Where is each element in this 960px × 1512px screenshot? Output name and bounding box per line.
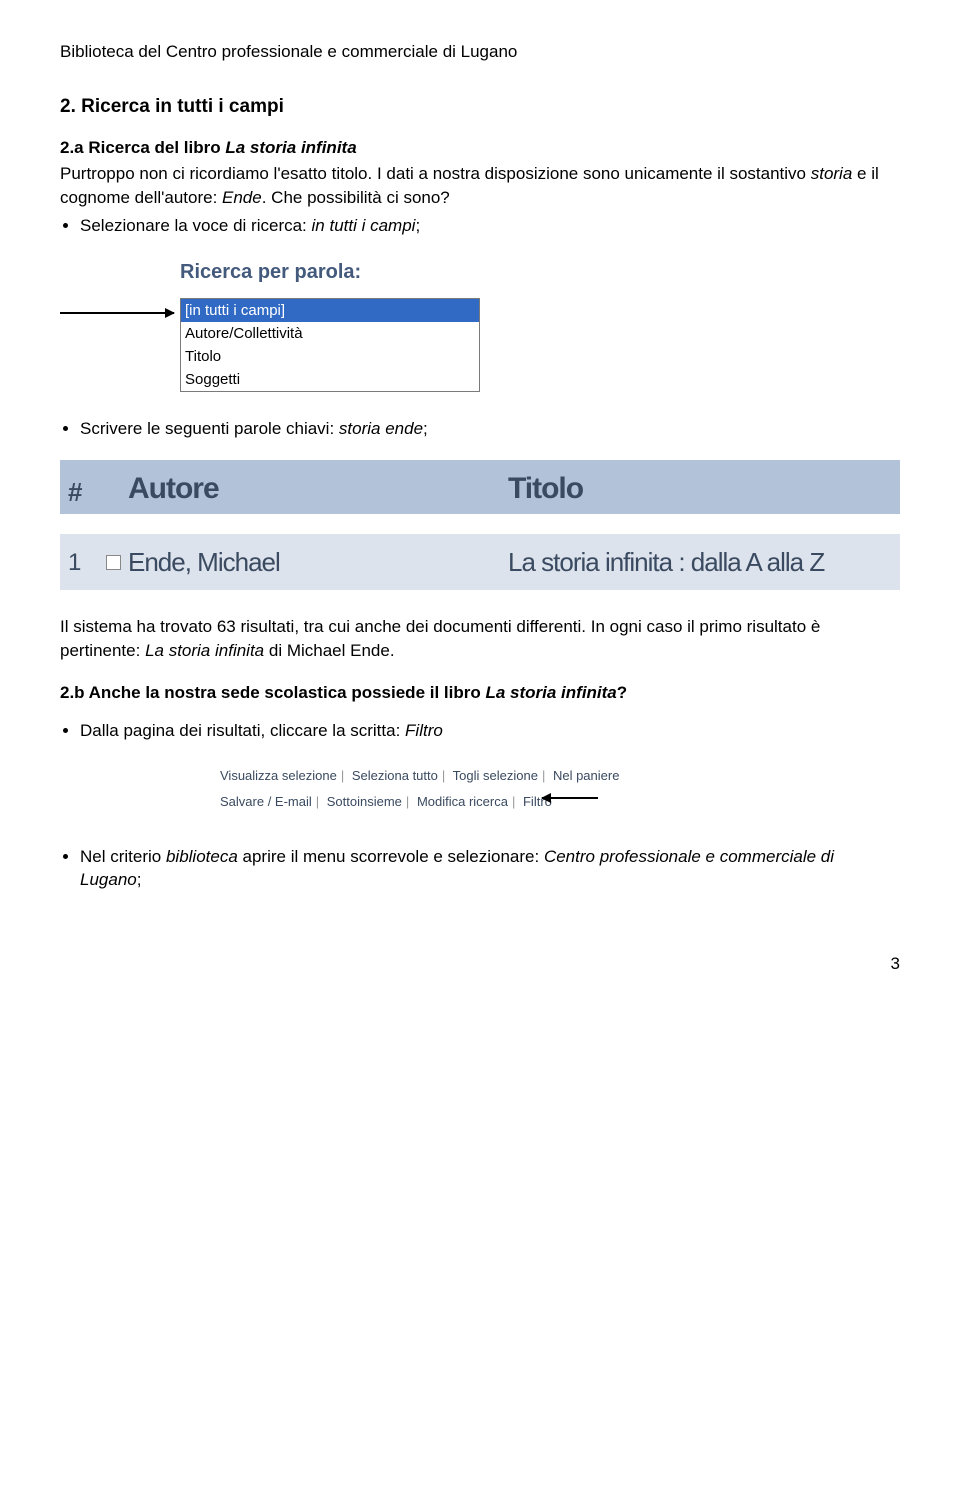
results-table-screenshot: # Autore Titolo 1 Ende, Michael La stori… bbox=[60, 460, 900, 590]
link-view-selection[interactable]: Visualizza selezione bbox=[220, 768, 337, 783]
paragraph-results: Il sistema ha trovato 63 risultati, tra … bbox=[60, 615, 900, 663]
b3-prefix: Dalla pagina dei risultati, cliccare la … bbox=[80, 721, 405, 740]
para1-end: . Che possibilità ci sono? bbox=[262, 188, 450, 207]
link-remove-selection[interactable]: Togli selezione bbox=[453, 768, 538, 783]
document-header: Biblioteca del Centro professionale e co… bbox=[60, 40, 900, 64]
para2-it: La storia infinita bbox=[145, 641, 264, 660]
dropdown-listbox[interactable]: [in tutti i campi] Autore/Collettività T… bbox=[180, 298, 480, 392]
para1-it2: Ende bbox=[222, 188, 262, 207]
dropdown-label: Ricerca per parola: bbox=[180, 258, 480, 286]
para2-b: di Michael Ende. bbox=[264, 641, 394, 660]
b4-b: aprire il menu scorrevole e selezionare: bbox=[238, 847, 544, 866]
b2-prefix: Scrivere le seguenti parole chiavi: bbox=[80, 419, 339, 438]
table-row[interactable]: 1 Ende, Michael La storia infinita : dal… bbox=[60, 534, 900, 590]
link-select-all[interactable]: Seleziona tutto bbox=[352, 768, 438, 783]
link-subset[interactable]: Sottoinsieme bbox=[327, 794, 402, 809]
col-title-header: Titolo bbox=[508, 468, 900, 510]
b1-suffix: ; bbox=[415, 216, 420, 235]
b1-prefix: Selezionare la voce di ricerca: bbox=[80, 216, 312, 235]
page-number: 3 bbox=[60, 952, 900, 976]
b2-italic: storia ende bbox=[339, 419, 423, 438]
sub-a-italic: La storia infinita bbox=[225, 138, 356, 157]
link-in-basket[interactable]: Nel paniere bbox=[553, 768, 620, 783]
filter-links-screenshot: Visualizza selezione| Seleziona tutto| T… bbox=[220, 763, 740, 815]
bullet-write-keywords: Scrivere le seguenti parole chiavi: stor… bbox=[80, 417, 900, 441]
sub-a-prefix: 2.a Ricerca del libro bbox=[60, 138, 225, 157]
bullet-click-filter: Dalla pagina dei risultati, cliccare la … bbox=[80, 719, 900, 743]
row-title: La storia infinita : dalla A alla Z bbox=[508, 544, 900, 580]
arrow-to-filter-icon bbox=[542, 797, 598, 799]
col-author-header: Autore bbox=[128, 468, 508, 510]
sub-b-italic: La storia infinita bbox=[485, 683, 616, 702]
row-author: Ende, Michael bbox=[128, 544, 508, 580]
para1-a: Purtroppo non ci ricordiamo l'esatto tit… bbox=[60, 164, 811, 183]
link-modify-search[interactable]: Modifica ricerca bbox=[417, 794, 508, 809]
dropdown-option-author[interactable]: Autore/Collettività bbox=[181, 322, 479, 345]
subsection-2b-title: 2.b Anche la nostra sede scolastica poss… bbox=[60, 681, 900, 705]
b4-it1: biblioteca bbox=[166, 847, 238, 866]
b3-italic: Filtro bbox=[405, 721, 443, 740]
paragraph-1: Purtroppo non ci ricordiamo l'esatto tit… bbox=[60, 162, 900, 210]
dropdown-option-title[interactable]: Titolo bbox=[181, 345, 479, 368]
section-title: 2. Ricerca in tutti i campi bbox=[60, 94, 900, 121]
sub-b-suffix: ? bbox=[617, 683, 627, 702]
subsection-2a-title: 2.a Ricerca del libro La storia infinita bbox=[60, 136, 900, 160]
b1-italic: in tutti i campi bbox=[312, 216, 416, 235]
b4-a: Nel criterio bbox=[80, 847, 166, 866]
b4-c: ; bbox=[137, 870, 142, 889]
bullet-open-library-menu: Nel criterio biblioteca aprire il menu s… bbox=[80, 845, 900, 893]
sub-b-prefix: 2.b Anche la nostra sede scolastica poss… bbox=[60, 683, 485, 702]
row-checkbox[interactable] bbox=[98, 555, 128, 570]
dropdown-option-subjects[interactable]: Soggetti bbox=[181, 368, 479, 391]
bullet-select-voice: Selezionare la voce di ricerca: in tutti… bbox=[80, 214, 900, 238]
row-number: 1 bbox=[60, 546, 98, 580]
b2-suffix: ; bbox=[423, 419, 428, 438]
search-dropdown-screenshot: Ricerca per parola: [in tutti i campi] A… bbox=[180, 258, 480, 392]
arrow-to-dropdown-icon bbox=[60, 312, 174, 314]
table-header-row: # Autore Titolo bbox=[60, 460, 900, 514]
dropdown-option-all-fields[interactable]: [in tutti i campi] bbox=[181, 299, 479, 322]
para1-it1: storia bbox=[811, 164, 853, 183]
col-num-header: # bbox=[60, 474, 98, 510]
link-save-email[interactable]: Salvare / E-mail bbox=[220, 794, 312, 809]
